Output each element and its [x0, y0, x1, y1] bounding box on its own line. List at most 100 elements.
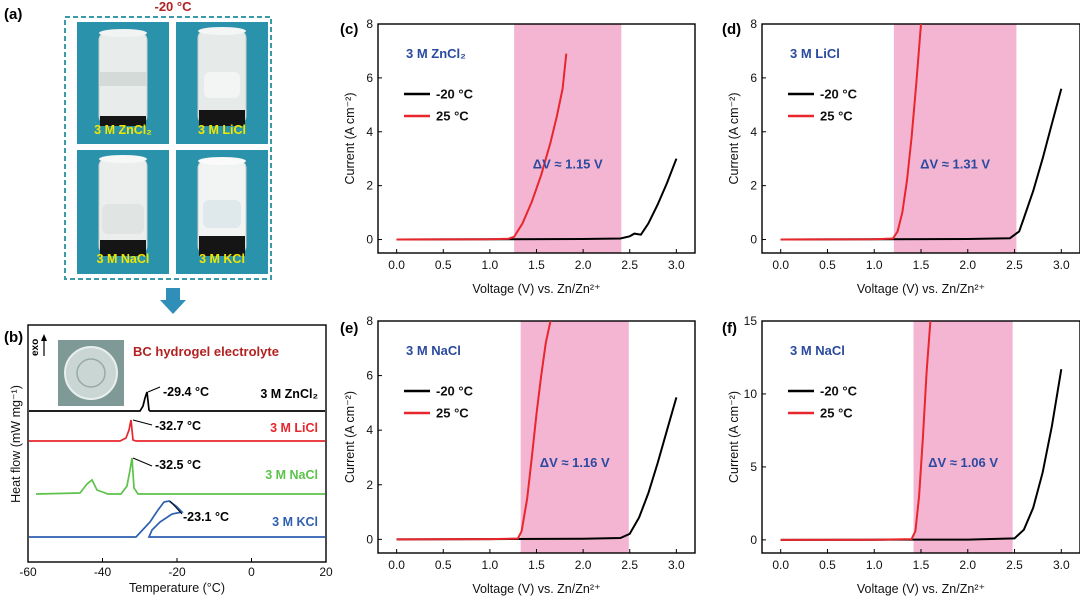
y-tick-label: 4: [750, 125, 757, 139]
y-tick-label: 6: [366, 71, 373, 85]
x-tick-label: 3.0: [668, 258, 685, 272]
stability-window: [514, 24, 622, 253]
electrolyte-label: 3 M LiCl: [790, 46, 840, 61]
y-tick-label: 8: [366, 314, 373, 328]
stability-window: [893, 24, 1017, 253]
photo-licl: 3 M LiCl: [176, 22, 268, 144]
x-tick-label: 3.0: [1053, 558, 1070, 572]
panel-a-temperature: -20 °C: [155, 0, 193, 14]
electrolyte-label: 3 M ZnCl₂: [406, 46, 466, 61]
x-tick-label: 2.0: [575, 558, 592, 572]
y-tick-label: 0: [366, 532, 373, 546]
x-tick: -60: [19, 565, 37, 579]
series-line-25c: [780, 321, 932, 541]
photo-zncl2: 3 M ZnCl₂: [77, 22, 169, 144]
y-tick-label: 4: [366, 125, 373, 139]
x-tick-label: 1.5: [913, 258, 930, 272]
legend-label: 25 °C: [820, 406, 853, 421]
stability-window: [913, 321, 1013, 553]
legend-label: -20 °C: [820, 384, 858, 399]
y-tick-label: 10: [744, 387, 758, 401]
photo-label-zncl2: 3 M ZnCl₂: [94, 123, 152, 137]
x-tick-label: 2.0: [959, 258, 976, 272]
x-axis-label: Voltage (V) vs. Zn/Zn²⁺: [857, 282, 985, 296]
panel-c: (c) 0.0 0.5 1.0 1.5 2.0 2.5 3.0 0 2 4 6 8 Voltage (V)…: [340, 17, 696, 296]
photo-nacl: 3 M NaCl: [77, 150, 169, 274]
dsc-curve-nacl: [35, 457, 325, 495]
delta-v-label: ΔV ≈ 1.15 V: [533, 157, 603, 172]
y-tick-label: 2: [366, 478, 373, 492]
y-tick-label: 6: [366, 369, 373, 383]
y-tick-label: 15: [744, 314, 758, 328]
series-label-licl: 3 M LiCl: [270, 421, 318, 435]
delta-v-label: ΔV ≈ 1.06 V: [928, 455, 998, 470]
x-tick-label: 0.0: [388, 558, 405, 572]
y-tick-label: 0: [750, 533, 757, 547]
panel-d-label: (d): [722, 21, 741, 38]
x-tick-label: 0.5: [819, 558, 836, 572]
x-tick-label: 2.5: [1006, 258, 1023, 272]
photo-kcl: 3 M KCl: [176, 150, 268, 274]
x-axis-label: Voltage (V) vs. Zn/Zn²⁺: [472, 582, 600, 596]
y-tick-label: 6: [750, 71, 757, 85]
inset-title: BC hydrogel electrolyte: [133, 344, 279, 359]
x-tick: -40: [94, 565, 112, 579]
delta-v-label: ΔV ≈ 1.16 V: [540, 455, 610, 470]
series-line-25c: [396, 321, 552, 541]
x-tick-label: 0.0: [772, 558, 789, 572]
panel-a: (a) -20 °C 3 M ZnCl₂ 3 M LiCl 3 M NaCl: [4, 0, 272, 314]
exo-label: exo: [30, 339, 41, 356]
series-line-minus20c: [396, 397, 678, 541]
series-line-25c: [396, 53, 568, 241]
x-tick-label: 2.5: [1006, 558, 1023, 572]
x-tick: 0: [248, 565, 255, 579]
panel-f: (f) 0.0 0.5 1.0 1.5 2.0 2.5 3.0 0 5 10 15 Voltage (V…: [722, 314, 1080, 596]
y-tick-label: 8: [366, 17, 373, 31]
dsc-curve-zncl2: [29, 391, 325, 412]
y-axis-label: Current (A cm⁻²): [727, 391, 741, 483]
photo-frame: [64, 16, 272, 280]
photo-label-licl: 3 M LiCl: [198, 123, 246, 137]
y-tick-label: 8: [750, 17, 757, 31]
delta-v-label: ΔV ≈ 1.31 V: [920, 157, 990, 172]
x-tick-label: 0.0: [772, 258, 789, 272]
y-axis-label: Current (A cm⁻²): [343, 92, 357, 184]
stability-window: [520, 321, 629, 553]
photo-label-kcl: 3 M KCl: [199, 252, 245, 266]
panel-d: (d) 0.0 0.5 1.0 1.5 2.0 2.5 3.0 0 2 4 6 8 Voltage (V)…: [722, 17, 1080, 296]
dsc-curve-licl: [29, 419, 325, 442]
legend-label: -20 °C: [820, 87, 858, 102]
panel-c-label: (c): [340, 21, 358, 38]
x-tick-label: 1.0: [866, 258, 883, 272]
x-tick-label: 1.0: [482, 258, 499, 272]
panel-b-ylabel: Heat flow (mW mg⁻¹): [9, 385, 23, 503]
x-tick-label: 1.5: [913, 558, 930, 572]
y-tick-label: 0: [366, 233, 373, 247]
series-line-minus20c: [780, 88, 1063, 241]
inset-photo: [58, 340, 124, 406]
x-tick-label: 1.0: [866, 558, 883, 572]
dsc-curve-kcl: [29, 500, 325, 538]
legend-label: 25 °C: [820, 109, 853, 124]
x-axis-label: Voltage (V) vs. Zn/Zn²⁺: [857, 582, 985, 596]
panel-b-x-ticks: -60 -40 -20 0 20: [19, 558, 333, 579]
legend-label: 25 °C: [436, 109, 469, 124]
x-tick-label: 2.0: [575, 258, 592, 272]
panel-b-xlabel: Temperature (°C): [129, 581, 225, 595]
panel-e-label: (e): [340, 320, 358, 337]
y-axis-label: Current (A cm⁻²): [727, 92, 741, 184]
panel-e: (e) 0.0 0.5 1.0 1.5 2.0 2.5 3.0 0 2 4 6 8 Voltage (V)…: [340, 314, 696, 596]
panel-f-label: (f): [722, 320, 737, 337]
x-tick-label: 1.5: [528, 558, 545, 572]
x-tick-label: 3.0: [1053, 258, 1070, 272]
y-tick-label: 2: [750, 179, 757, 193]
series-label-zncl2: 3 M ZnCl₂: [260, 387, 318, 401]
panel-b-label: (b): [4, 329, 23, 346]
legend-label: -20 °C: [436, 384, 474, 399]
peak-label-licl: -32.7 °C: [155, 419, 201, 433]
y-tick-label: 4: [366, 423, 373, 437]
exo-indicator: exo: [30, 334, 47, 356]
series-line-25c: [780, 24, 922, 241]
y-axis-label: Current (A cm⁻²): [343, 391, 357, 483]
peak-label-kcl: -23.1 °C: [183, 510, 229, 524]
